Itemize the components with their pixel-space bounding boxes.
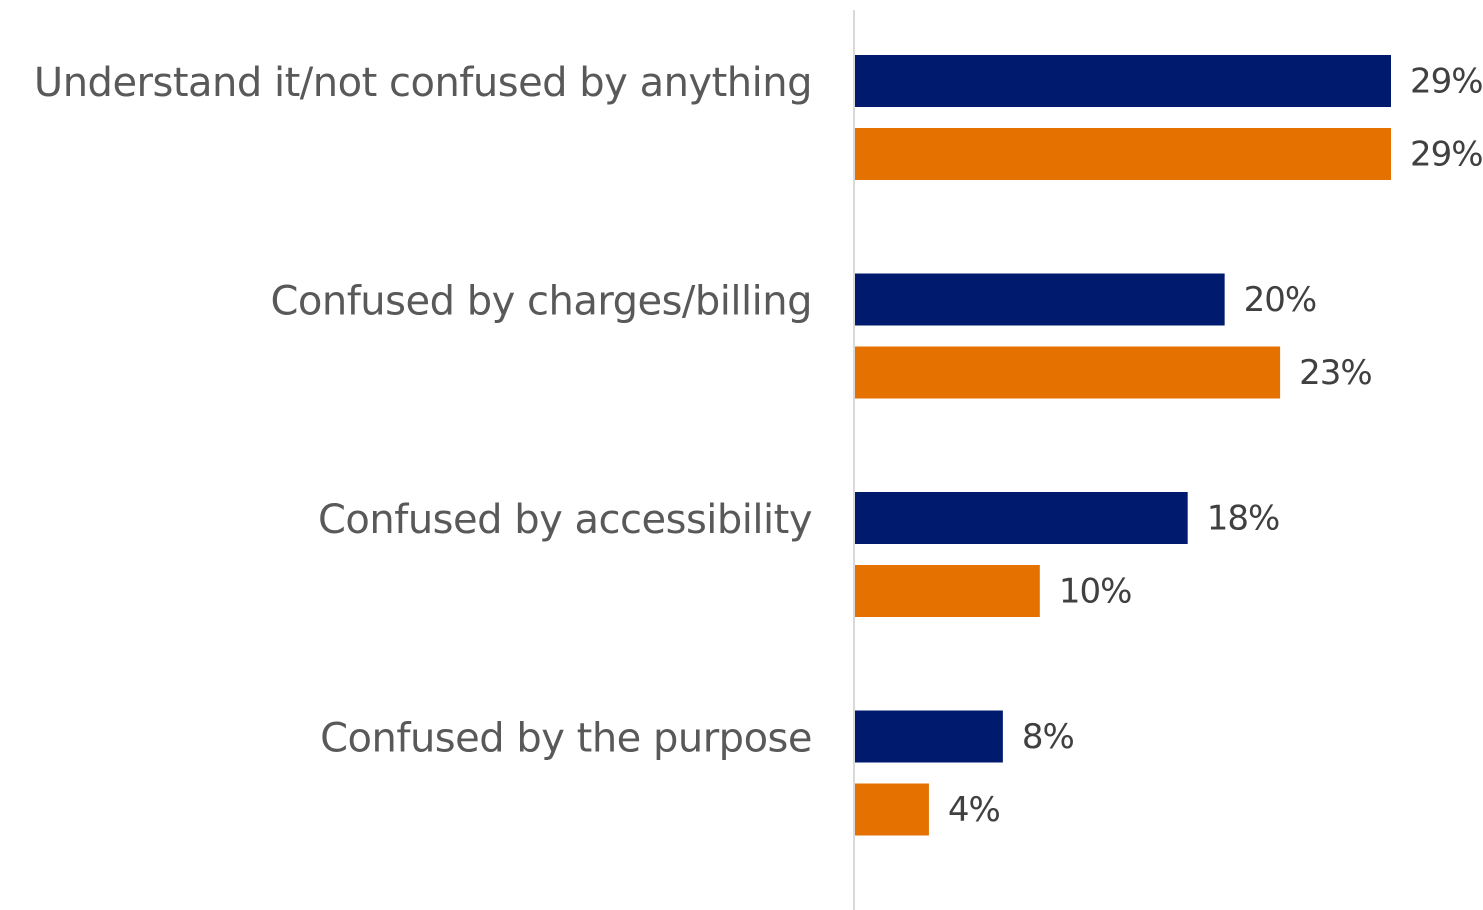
bar <box>855 273 1225 326</box>
category-label: Understand it/not confused by anything <box>34 60 812 106</box>
bar <box>855 492 1188 544</box>
bar <box>855 128 1391 180</box>
value-labels: 29% 29% 20% 23% 18% 10% 8% 4% <box>948 62 1483 831</box>
data-label: 10% <box>1059 572 1132 612</box>
category-label: Confused by accessibility <box>318 497 812 543</box>
category-label: Confused by the purpose <box>320 716 812 762</box>
category-labels: Understand it/not confused by anything Co… <box>34 60 813 762</box>
bar <box>855 565 1040 617</box>
category-label: Confused by charges/billing <box>270 279 812 325</box>
data-label: 18% <box>1207 499 1280 539</box>
bars <box>855 55 1391 836</box>
data-label: 29% <box>1410 135 1483 175</box>
data-label: 8% <box>1022 717 1074 757</box>
bar <box>855 55 1391 107</box>
data-label: 20% <box>1244 280 1317 320</box>
bar <box>855 710 1003 763</box>
bar <box>855 783 929 836</box>
data-label: 23% <box>1299 353 1372 393</box>
bar <box>855 346 1281 399</box>
data-label: 29% <box>1410 62 1483 102</box>
data-label: 4% <box>948 790 1000 830</box>
